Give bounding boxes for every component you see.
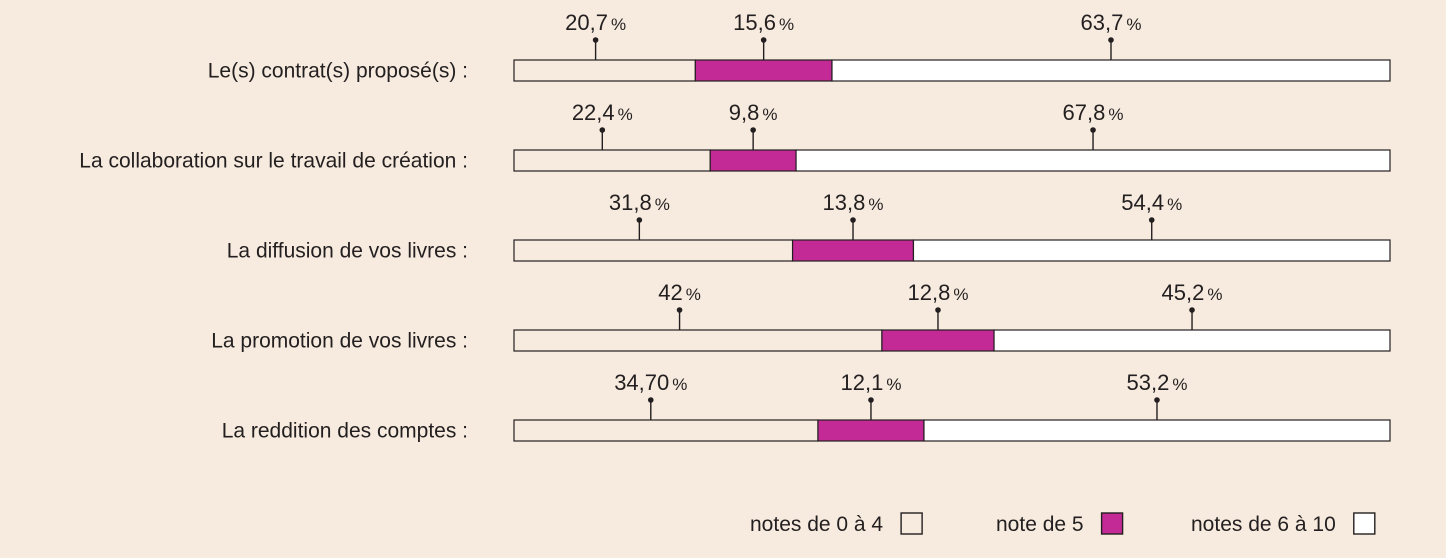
- data-label: 20,7%: [565, 10, 626, 35]
- data-label-value: 22,4: [572, 100, 615, 125]
- bar-segment: [791, 239, 915, 262]
- leader-dot: [1148, 217, 1155, 223]
- legend-swatch: [900, 512, 923, 535]
- percent-symbol: %: [1126, 15, 1141, 34]
- data-label-value: 20,7: [565, 10, 608, 35]
- category-label: La diffusion de vos livres :: [227, 240, 468, 263]
- leader-dot: [935, 307, 941, 313]
- data-label: 42%: [658, 280, 701, 305]
- data-label-value: 42: [658, 280, 682, 305]
- data-label-value: 15,6: [733, 10, 776, 35]
- leader-dot: [599, 127, 606, 133]
- legend-label: notes de 6 à 10: [1191, 513, 1336, 536]
- data-label: 34,70%: [614, 370, 687, 395]
- data-label: 9,8%: [729, 100, 778, 125]
- percent-symbol: %: [868, 195, 883, 214]
- bar-segment: [817, 419, 925, 442]
- data-label-value: 63,7: [1081, 10, 1124, 35]
- leader-dot: [1090, 127, 1096, 133]
- data-label: 63,7%: [1081, 10, 1142, 35]
- percent-symbol: %: [953, 285, 968, 304]
- percent-symbol: %: [611, 15, 626, 34]
- percent-symbol: %: [1167, 195, 1182, 214]
- bar-segment: [513, 329, 883, 352]
- bar-segment: [923, 419, 1391, 442]
- data-label: 15,6%: [733, 10, 794, 35]
- percent-symbol: %: [1172, 375, 1187, 394]
- data-label-value: 13,8: [823, 190, 866, 215]
- bar-segment: [881, 329, 995, 352]
- data-label-value: 45,2: [1162, 280, 1205, 305]
- data-label-value: 12,8: [908, 280, 951, 305]
- legend-swatch: [1100, 512, 1124, 535]
- data-label: 53,2%: [1127, 370, 1188, 395]
- data-label-value: 67,8: [1063, 100, 1106, 125]
- data-label-value: 9,8: [729, 100, 760, 125]
- leader-dot: [750, 127, 756, 133]
- bar-segment: [694, 59, 833, 82]
- percent-symbol: %: [886, 375, 901, 394]
- data-label-value: 54,4: [1121, 190, 1164, 215]
- leader-dot: [592, 37, 599, 43]
- data-label: 45,2%: [1162, 280, 1223, 305]
- percent-symbol: %: [762, 105, 777, 124]
- percent-symbol: %: [655, 195, 670, 214]
- data-label-value: 12,1: [840, 370, 883, 395]
- legend-label: note de 5: [996, 513, 1084, 536]
- percent-symbol: %: [1207, 285, 1222, 304]
- leader-dot: [676, 307, 683, 313]
- legend-label: notes de 0 à 4: [750, 513, 883, 536]
- percent-symbol: %: [686, 285, 701, 304]
- bar-segment: [993, 329, 1391, 352]
- data-label: 12,1%: [840, 370, 901, 395]
- leader-dot: [1154, 397, 1160, 403]
- data-label: 31,8%: [609, 190, 670, 215]
- leader-dot: [647, 397, 654, 403]
- percent-symbol: %: [779, 15, 794, 34]
- category-label: La promotion de vos livres :: [211, 330, 468, 353]
- percent-symbol: %: [672, 375, 687, 394]
- data-label: 12,8%: [908, 280, 969, 305]
- percent-symbol: %: [1108, 105, 1123, 124]
- leader-dot: [850, 217, 856, 223]
- bar-segment: [513, 239, 794, 262]
- data-label-value: 34,70: [614, 370, 669, 395]
- bar-segment: [831, 59, 1391, 82]
- category-label: Le(s) contrat(s) proposé(s) :: [208, 60, 468, 83]
- bar-segment: [513, 149, 711, 172]
- leader-dot: [868, 397, 874, 403]
- data-label: 54,4%: [1121, 190, 1182, 215]
- leader-dot: [760, 37, 767, 43]
- data-label-value: 31,8: [609, 190, 652, 215]
- bar-segment: [709, 149, 797, 172]
- bar-segment: [513, 419, 819, 442]
- data-label: 13,8%: [823, 190, 884, 215]
- leader-dot: [1108, 37, 1114, 43]
- data-label: 22,4%: [572, 100, 633, 125]
- percent-symbol: %: [618, 105, 633, 124]
- leader-dot: [1189, 307, 1195, 313]
- category-label: La collaboration sur le travail de créat…: [79, 150, 468, 173]
- bar-segment: [795, 149, 1391, 172]
- data-label-value: 53,2: [1127, 370, 1170, 395]
- legend-swatch: [1353, 512, 1376, 535]
- leader-dot: [636, 217, 643, 223]
- category-label: La reddition des comptes :: [222, 420, 468, 443]
- bar-segment: [513, 59, 696, 82]
- data-label: 67,8%: [1063, 100, 1124, 125]
- bar-segment: [912, 239, 1391, 262]
